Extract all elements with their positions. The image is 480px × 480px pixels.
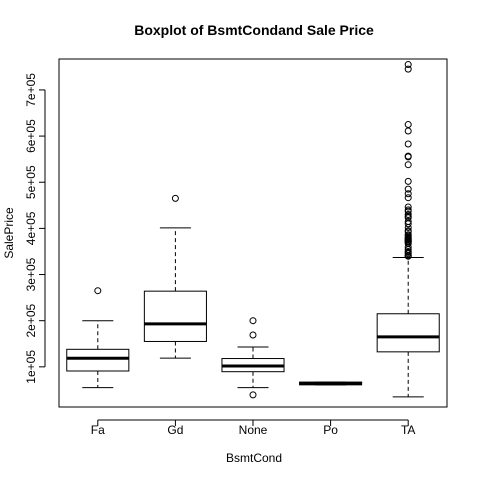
outlier-point [404,185,412,193]
outlier-point [404,220,412,228]
outlier-point [404,61,412,69]
outlier-point [171,194,179,202]
outlier-point [404,65,412,73]
outlier-point [404,211,412,219]
outlier-point [404,252,412,260]
x-axis-label: BsmtCond [226,451,282,465]
chart-title: Boxplot of BsmtCondand Sale Price [134,22,374,38]
outlier-point [404,223,412,231]
outlier-point [404,194,412,202]
x-tick-label: TA [401,423,415,437]
outlier-point [404,250,412,258]
outlier-point [94,287,102,295]
y-tick-label: 6e+05 [24,119,38,153]
outlier-point [404,161,412,169]
x-tick-label: Po [323,423,338,437]
y-tick-label: 1e+05 [24,350,38,384]
y-tick-label: 2e+05 [24,304,38,338]
outlier-point [404,121,412,129]
outlier-point [404,153,412,161]
box-iqr [66,348,130,372]
box-iqr [143,290,207,342]
y-tick-label: 5e+05 [24,165,38,199]
outlier-point [404,140,412,148]
y-axis-label: SalePrice [2,207,16,259]
chart-marks: 1e+05 2e+05 3e+05 4e+05 5e+05 6e+05 7e+05 Fa Gd N… [24,61,440,437]
plot-frame [58,58,448,408]
outlier-point [404,190,412,198]
outlier-point [249,317,257,325]
x-tick-label: None [239,423,268,437]
outlier-point [404,127,412,135]
y-tick-label: 7e+05 [24,73,38,107]
y-tick-label: 4e+05 [24,211,38,245]
outlier-point [249,391,257,399]
x-tick-label: Gd [167,423,183,437]
x-tick-label: Fa [91,423,105,437]
outlier-point [404,203,412,211]
outlier-point [404,243,412,251]
box-iqr [376,313,440,353]
outlier-point [404,177,412,185]
y-tick-label: 3e+05 [24,257,38,291]
outlier-point [249,331,257,339]
